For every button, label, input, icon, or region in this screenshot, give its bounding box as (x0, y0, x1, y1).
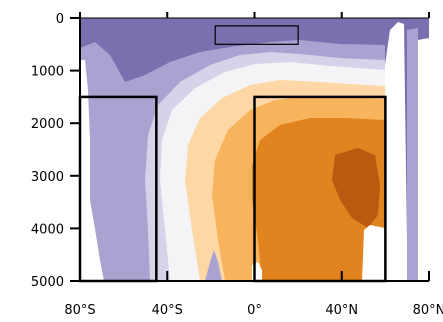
region-boxes (78, 25, 387, 283)
y-tick-label: 1000 (31, 65, 64, 80)
field-far-north-purple (407, 28, 418, 281)
x-tick-label: 80°S (64, 303, 95, 318)
x-tick-label: 80°N (413, 303, 443, 318)
land-mask-north (385, 22, 418, 281)
y-tick-label: 0 (56, 12, 64, 27)
field-dark-orange (332, 148, 380, 228)
x-tick-label: 0° (247, 303, 262, 318)
x-tick-label: 40°S (152, 303, 183, 318)
land-mask-far-north (418, 38, 429, 281)
box-southern (78, 95, 158, 283)
y-tick-label: 2000 (31, 117, 64, 132)
land-mask-north-basin (362, 225, 385, 281)
y-ticks: 0 1000 2000 3000 4000 5000 (31, 12, 80, 290)
box-upper-tropics (214, 25, 299, 45)
x-ticks: 80°S 40°S 0° 40°N 80°N (64, 12, 443, 318)
land-mask-south (80, 60, 104, 281)
x-tick-label: 40°N (325, 303, 358, 318)
y-tick-label: 5000 (31, 275, 64, 290)
box-northern (253, 95, 387, 283)
field-deep-purple-tongue (205, 250, 222, 281)
y-tick-label: 3000 (31, 170, 64, 185)
y-tick-label: 4000 (31, 222, 64, 237)
